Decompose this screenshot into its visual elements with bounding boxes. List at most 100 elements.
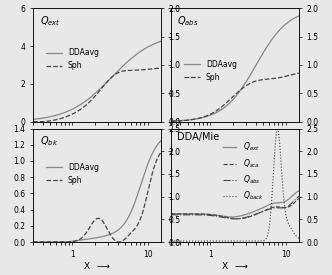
$Q_{sca}$ bbox=[230, 217, 234, 220]
Sph bbox=[107, 78, 111, 81]
$Q_{sca}$ bbox=[294, 199, 298, 203]
$Q_{back}$ bbox=[230, 240, 234, 243]
$Q_{abs}$ bbox=[230, 217, 234, 221]
$Q_{ext}$ bbox=[238, 214, 242, 218]
$Q_{ext}$ bbox=[245, 212, 249, 216]
DDAavg bbox=[245, 79, 249, 82]
DDAavg bbox=[107, 78, 111, 81]
Sph bbox=[230, 96, 234, 100]
DDAavg bbox=[92, 93, 96, 96]
$Q_{back}$ bbox=[294, 234, 298, 238]
Legend: DDAavg, Sph: DDAavg, Sph bbox=[43, 160, 102, 188]
Sph bbox=[156, 155, 160, 159]
$Q_{abs}$ bbox=[297, 195, 301, 198]
Sph bbox=[31, 240, 35, 244]
DDAavg bbox=[136, 52, 140, 55]
$Q_{ext}$ bbox=[297, 189, 301, 192]
$Q_{back}$ bbox=[245, 240, 249, 243]
Sph bbox=[100, 86, 104, 89]
DDAavg bbox=[169, 119, 173, 123]
$Q_{ext}$ bbox=[294, 191, 298, 194]
Legend: DDAavg, Sph: DDAavg, Sph bbox=[181, 57, 240, 85]
DDAavg bbox=[100, 235, 104, 238]
$Q_{sca}$ bbox=[236, 217, 240, 220]
$Q_{back}$ bbox=[238, 240, 242, 243]
DDAavg bbox=[107, 233, 111, 236]
$Q_{sca}$ bbox=[274, 205, 278, 208]
Line: $Q_{ext}$: $Q_{ext}$ bbox=[171, 191, 299, 217]
$Q_{sca}$ bbox=[238, 217, 242, 220]
$Q_{sca}$ bbox=[297, 197, 301, 200]
Legend: $Q_{ext}$, $Q_{sca}$, $Q_{abs}$, $Q_{back}$: $Q_{ext}$, $Q_{sca}$, $Q_{abs}$, $Q_{bac… bbox=[220, 138, 267, 205]
Sph bbox=[92, 219, 96, 223]
Sph bbox=[92, 96, 96, 99]
Text: DDA/Mie: DDA/Mie bbox=[178, 132, 220, 142]
DDAavg bbox=[294, 16, 298, 19]
X-axis label: X  $\longrightarrow$: X $\longrightarrow$ bbox=[83, 260, 111, 271]
Sph bbox=[100, 219, 104, 222]
Line: DDAavg: DDAavg bbox=[171, 16, 299, 121]
DDAavg bbox=[297, 14, 301, 18]
Sph bbox=[159, 151, 163, 154]
$Q_{sca}$ bbox=[169, 212, 173, 216]
$Q_{abs}$ bbox=[245, 215, 249, 219]
X-axis label: X  $\longrightarrow$: X $\longrightarrow$ bbox=[221, 260, 249, 271]
Text: $Q_{ext}$: $Q_{ext}$ bbox=[40, 14, 60, 28]
Text: $Q_{abs}$: $Q_{abs}$ bbox=[178, 14, 199, 28]
Line: DDAavg: DDAavg bbox=[33, 41, 161, 119]
Sph bbox=[230, 95, 234, 99]
$Q_{ext}$ bbox=[231, 215, 235, 219]
Sph bbox=[93, 219, 97, 222]
$Q_{back}$ bbox=[169, 240, 173, 243]
$Q_{abs}$ bbox=[294, 197, 298, 200]
$Q_{abs}$ bbox=[169, 213, 173, 216]
Sph bbox=[136, 222, 140, 226]
Sph bbox=[116, 240, 120, 244]
Line: $Q_{back}$: $Q_{back}$ bbox=[171, 129, 299, 241]
$Q_{sca}$ bbox=[230, 217, 234, 220]
Sph bbox=[156, 67, 160, 70]
Text: $Q_{bk}$: $Q_{bk}$ bbox=[40, 134, 58, 148]
DDAavg bbox=[31, 240, 35, 244]
$Q_{abs}$ bbox=[274, 206, 278, 210]
DDAavg bbox=[274, 33, 278, 36]
$Q_{sca}$ bbox=[245, 216, 249, 219]
DDAavg bbox=[156, 41, 160, 44]
Sph bbox=[159, 67, 163, 70]
$Q_{ext}$ bbox=[230, 215, 234, 219]
DDAavg bbox=[230, 98, 234, 102]
Legend: DDAavg, Sph: DDAavg, Sph bbox=[43, 45, 102, 73]
$Q_{back}$ bbox=[276, 127, 280, 131]
DDAavg bbox=[92, 236, 96, 240]
Line: $Q_{sca}$: $Q_{sca}$ bbox=[171, 199, 299, 219]
Line: Sph: Sph bbox=[33, 152, 161, 242]
DDAavg bbox=[230, 99, 234, 103]
Sph bbox=[107, 231, 111, 234]
Sph bbox=[169, 120, 173, 123]
$Q_{back}$ bbox=[274, 136, 278, 140]
DDAavg bbox=[159, 139, 163, 142]
Sph bbox=[238, 89, 242, 92]
DDAavg bbox=[93, 92, 97, 95]
Line: $Q_{abs}$: $Q_{abs}$ bbox=[171, 196, 299, 219]
DDAavg bbox=[136, 192, 140, 196]
DDAavg bbox=[238, 89, 242, 92]
$Q_{ext}$ bbox=[169, 212, 173, 216]
$Q_{abs}$ bbox=[233, 217, 237, 221]
DDAavg bbox=[159, 40, 163, 43]
Sph bbox=[245, 83, 249, 87]
$Q_{ext}$ bbox=[229, 215, 233, 219]
$Q_{abs}$ bbox=[230, 217, 234, 220]
$Q_{back}$ bbox=[297, 236, 301, 240]
Sph bbox=[93, 95, 97, 98]
DDAavg bbox=[93, 236, 97, 240]
Sph bbox=[136, 68, 140, 72]
Sph bbox=[31, 120, 35, 123]
Line: DDAavg: DDAavg bbox=[33, 141, 161, 242]
Line: Sph: Sph bbox=[33, 68, 161, 122]
Sph bbox=[274, 76, 278, 80]
DDAavg bbox=[156, 143, 160, 146]
DDAavg bbox=[31, 118, 35, 121]
Sph bbox=[294, 72, 298, 75]
$Q_{back}$ bbox=[230, 240, 234, 243]
